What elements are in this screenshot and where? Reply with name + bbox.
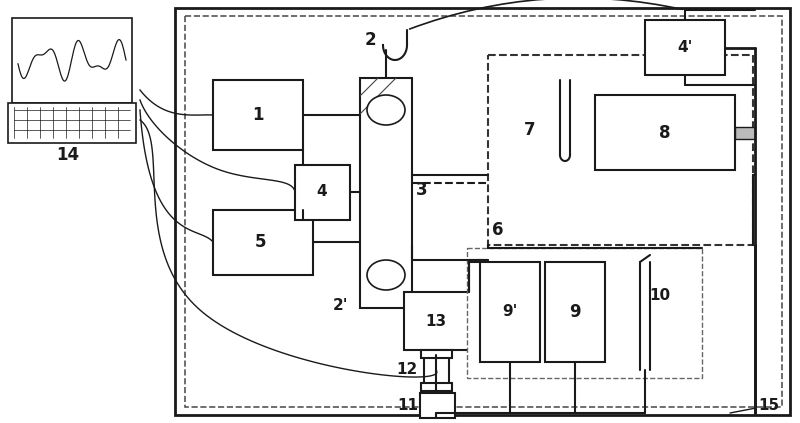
Text: 8: 8 bbox=[659, 124, 670, 142]
Ellipse shape bbox=[367, 260, 405, 290]
Ellipse shape bbox=[367, 95, 405, 125]
Bar bbox=[545, 262, 605, 362]
Bar bbox=[360, 78, 412, 308]
Bar bbox=[420, 393, 455, 418]
Bar bbox=[421, 350, 452, 358]
Bar bbox=[295, 165, 350, 220]
Text: 5: 5 bbox=[254, 233, 266, 251]
Text: 2: 2 bbox=[364, 31, 376, 49]
Bar bbox=[213, 210, 313, 275]
Text: 4: 4 bbox=[317, 184, 327, 200]
Bar bbox=[595, 95, 735, 170]
Text: 4': 4' bbox=[678, 39, 693, 55]
Bar bbox=[185, 16, 782, 407]
Bar bbox=[424, 355, 449, 385]
Text: 2': 2' bbox=[332, 297, 348, 313]
Text: 10: 10 bbox=[650, 288, 670, 302]
Bar bbox=[421, 383, 452, 391]
Text: 7: 7 bbox=[524, 121, 536, 139]
Text: 3: 3 bbox=[416, 181, 428, 199]
Text: 11: 11 bbox=[397, 398, 418, 414]
Bar bbox=[404, 292, 469, 350]
Bar bbox=[8, 103, 136, 143]
Bar bbox=[12, 18, 132, 103]
Bar bbox=[213, 80, 303, 150]
Text: 14: 14 bbox=[57, 146, 79, 164]
Bar bbox=[735, 127, 755, 139]
Text: 12: 12 bbox=[397, 363, 418, 377]
Bar bbox=[467, 248, 702, 378]
Text: 6: 6 bbox=[492, 221, 504, 239]
Bar bbox=[488, 55, 753, 245]
Text: 13: 13 bbox=[426, 313, 446, 329]
Text: 1: 1 bbox=[252, 106, 264, 124]
Bar bbox=[645, 20, 725, 75]
Text: 9: 9 bbox=[569, 303, 581, 321]
Text: 9': 9' bbox=[502, 305, 518, 319]
Text: 15: 15 bbox=[758, 398, 779, 412]
Bar bbox=[175, 8, 790, 415]
Bar bbox=[480, 262, 540, 362]
